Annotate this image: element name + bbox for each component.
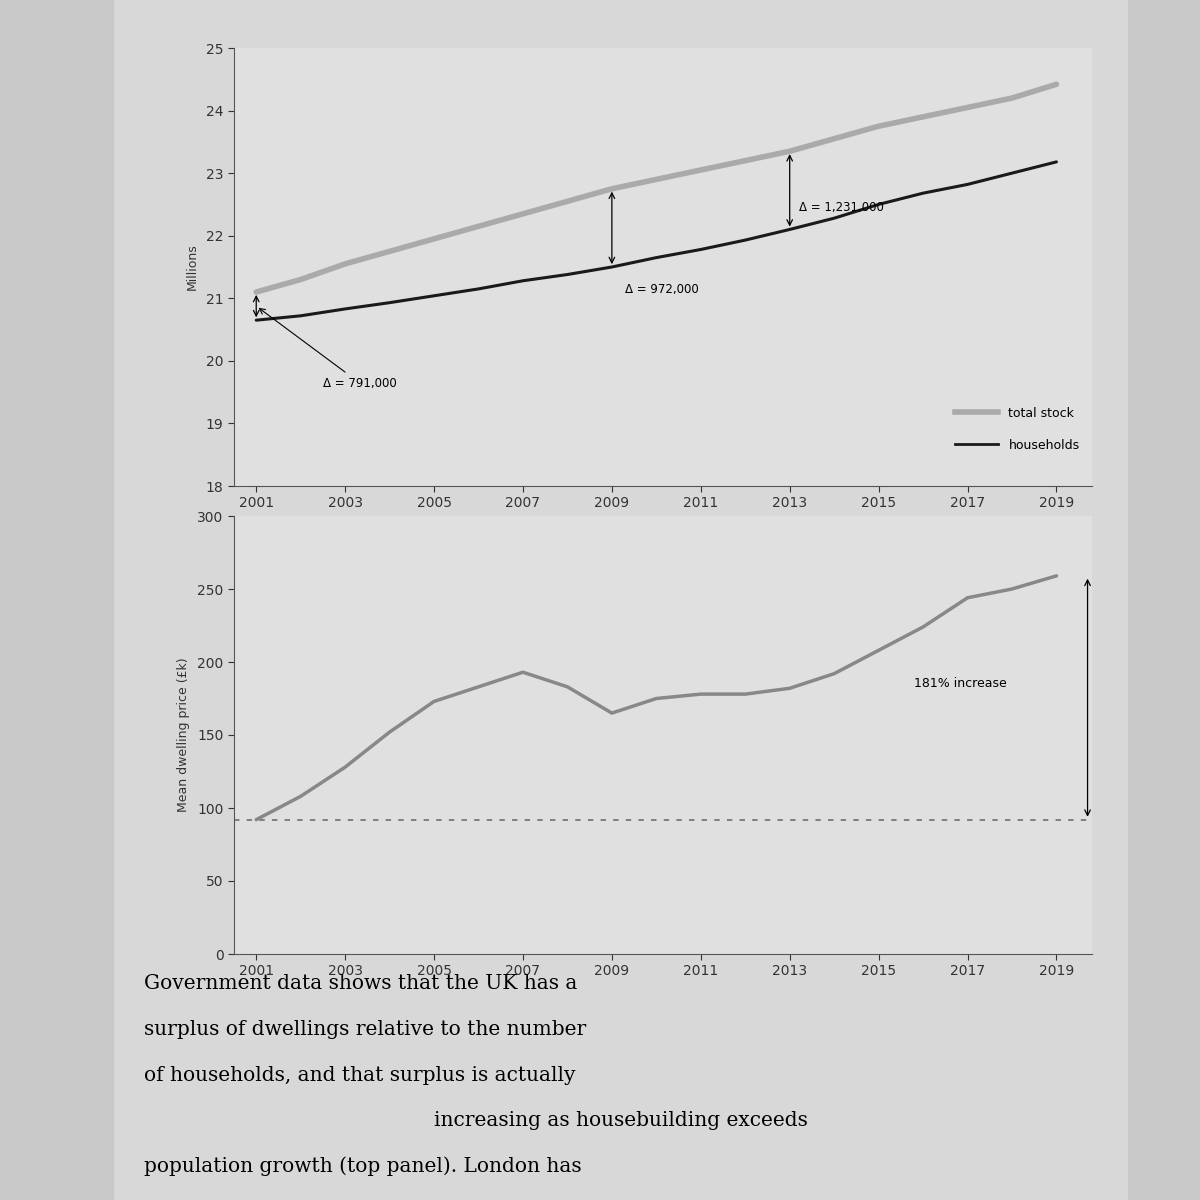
Text: increasing as housebuilding exceeds: increasing as housebuilding exceeds: [434, 1111, 808, 1130]
Text: Government data shows that the UK has a: Government data shows that the UK has a: [144, 974, 577, 994]
Text: surplus of dwellings relative to the number: surplus of dwellings relative to the num…: [144, 1020, 587, 1039]
Text: of households, and that surplus is actually: of households, and that surplus is actua…: [144, 1066, 576, 1085]
Legend: total stock, households: total stock, households: [948, 401, 1086, 458]
Text: Δ = 1,231,000: Δ = 1,231,000: [798, 202, 883, 215]
Y-axis label: Mean dwelling price (£k): Mean dwelling price (£k): [178, 658, 191, 812]
Text: 181% increase: 181% increase: [914, 677, 1007, 690]
Y-axis label: Millions: Millions: [186, 244, 199, 290]
Text: Δ = 972,000: Δ = 972,000: [625, 283, 698, 295]
Text: Δ = 791,000: Δ = 791,000: [259, 308, 397, 390]
Text: population growth (top panel). London has: population growth (top panel). London ha…: [144, 1157, 582, 1176]
